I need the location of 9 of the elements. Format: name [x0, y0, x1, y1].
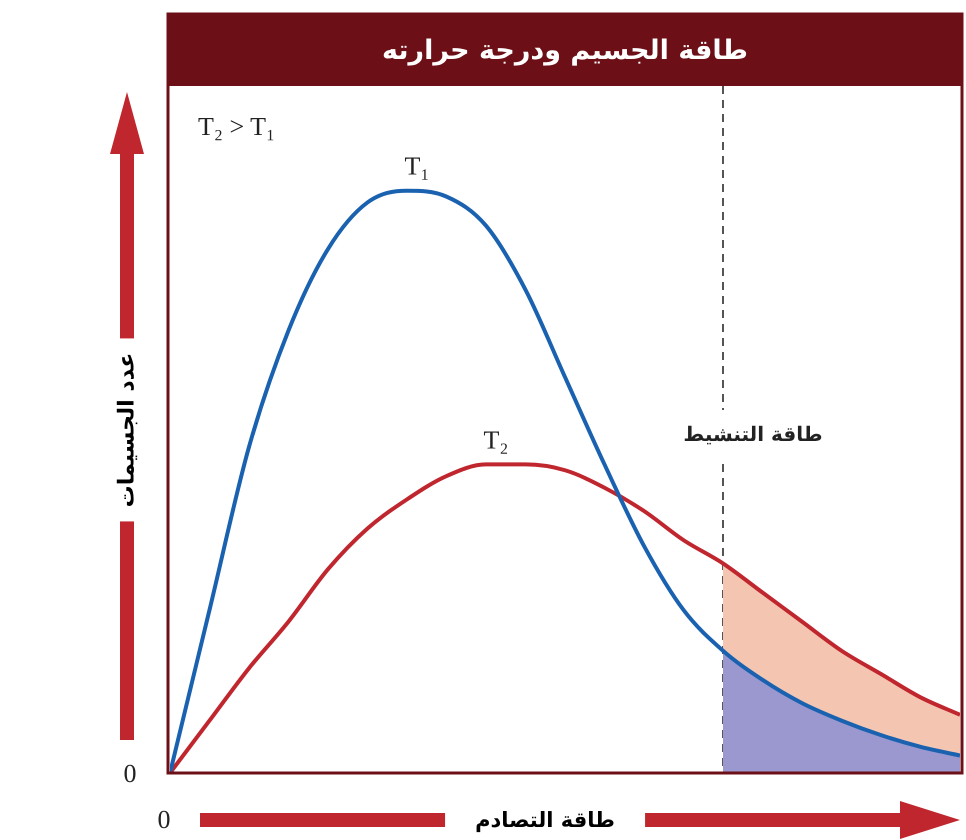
series-label: T₁: [404, 152, 430, 181]
x-axis-title: طاقة التصادم: [445, 808, 645, 832]
text: 0: [158, 804, 170, 834]
text: طاقة التنشيط: [683, 422, 823, 446]
y-axis-title: عدد الجسيمات: [114, 338, 140, 522]
chart-title: طاقة الجسيم ودرجة حرارته: [168, 14, 962, 86]
text: 0: [124, 758, 136, 788]
series-label: T₂: [484, 425, 508, 454]
text: T₂ > T₁: [198, 112, 276, 141]
